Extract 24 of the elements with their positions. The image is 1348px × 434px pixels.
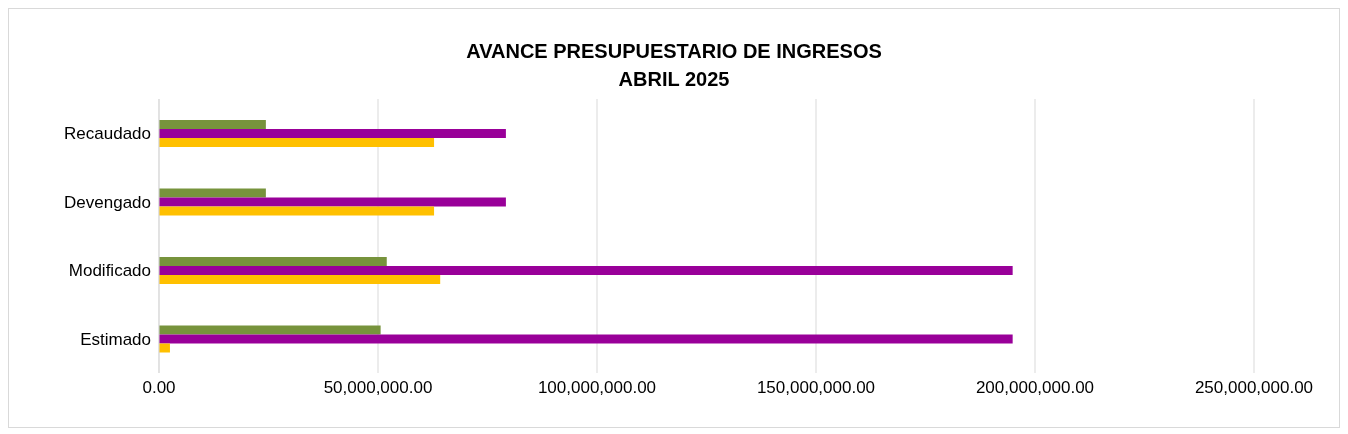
x-tick-label: 150,000,000.00 — [756, 378, 876, 398]
x-tick-label: 250,000,000.00 — [1194, 378, 1314, 398]
y-tick-label: Devengado — [64, 192, 151, 212]
bar — [159, 275, 441, 284]
bar — [159, 129, 506, 138]
bar — [159, 188, 266, 198]
bar — [159, 206, 435, 216]
x-tick-label: 100,000,000.00 — [537, 378, 657, 398]
x-tick-label: 0.00 — [142, 378, 176, 398]
bar — [159, 138, 435, 147]
y-tick-label: Estimado — [80, 329, 151, 349]
chart-subtitle: ABRIL 2025 — [617, 67, 731, 92]
bar — [159, 197, 506, 207]
bar — [159, 334, 1013, 344]
x-tick-label: 50,000,000.00 — [323, 378, 433, 398]
x-tick-label: 200,000,000.00 — [975, 378, 1095, 398]
y-tick-label: Modificado — [68, 261, 151, 281]
bar — [159, 257, 387, 266]
chart-title: AVANCE PRESUPUESTARIO DE INGRESOS — [465, 39, 883, 64]
bar — [159, 266, 1013, 275]
bar — [159, 343, 170, 353]
bar — [159, 120, 266, 129]
y-tick-label: Recaudado — [64, 124, 151, 144]
bar — [159, 325, 381, 335]
